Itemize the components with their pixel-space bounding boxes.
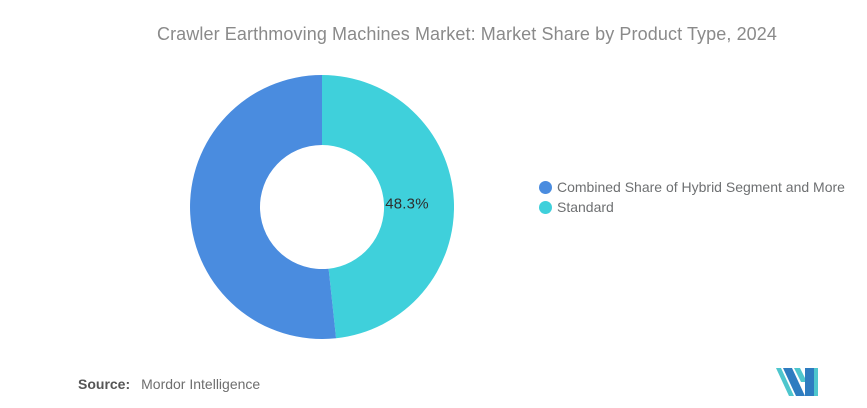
- source-name: Mordor Intelligence: [141, 376, 261, 392]
- logo-shape: [805, 368, 814, 396]
- legend: Combined Share of Hybrid Segment and Mor…: [539, 177, 845, 217]
- legend-item-standard[interactable]: Standard: [539, 197, 845, 217]
- legend-marker-icon: [539, 180, 552, 194]
- donut-segment-combined-share-of-hybrid-segment-and-more[interactable]: [190, 75, 337, 339]
- source-label: Source:: [78, 376, 131, 392]
- logo-shape: [814, 368, 818, 396]
- chart-title: Crawler Earthmoving Machines Market: Mar…: [156, 24, 778, 44]
- source-line: Source: Mordor Intelligence: [78, 376, 260, 392]
- mordor-intelligence-logo: [776, 368, 818, 396]
- logo-shape: [776, 368, 794, 396]
- logo-shape: [783, 368, 805, 396]
- logo-shape: [794, 368, 807, 382]
- legend-label: Standard: [557, 199, 614, 215]
- legend-item-combined-hybrid[interactable]: Combined Share of Hybrid Segment and Mor…: [539, 177, 845, 197]
- legend-marker-icon: [539, 200, 552, 214]
- legend-label: Combined Share of Hybrid Segment and Mor…: [557, 179, 845, 195]
- donut-chart: [190, 75, 454, 339]
- donut-segment-standard[interactable]: [322, 75, 454, 339]
- donut-value-label: 48.3%: [385, 195, 429, 213]
